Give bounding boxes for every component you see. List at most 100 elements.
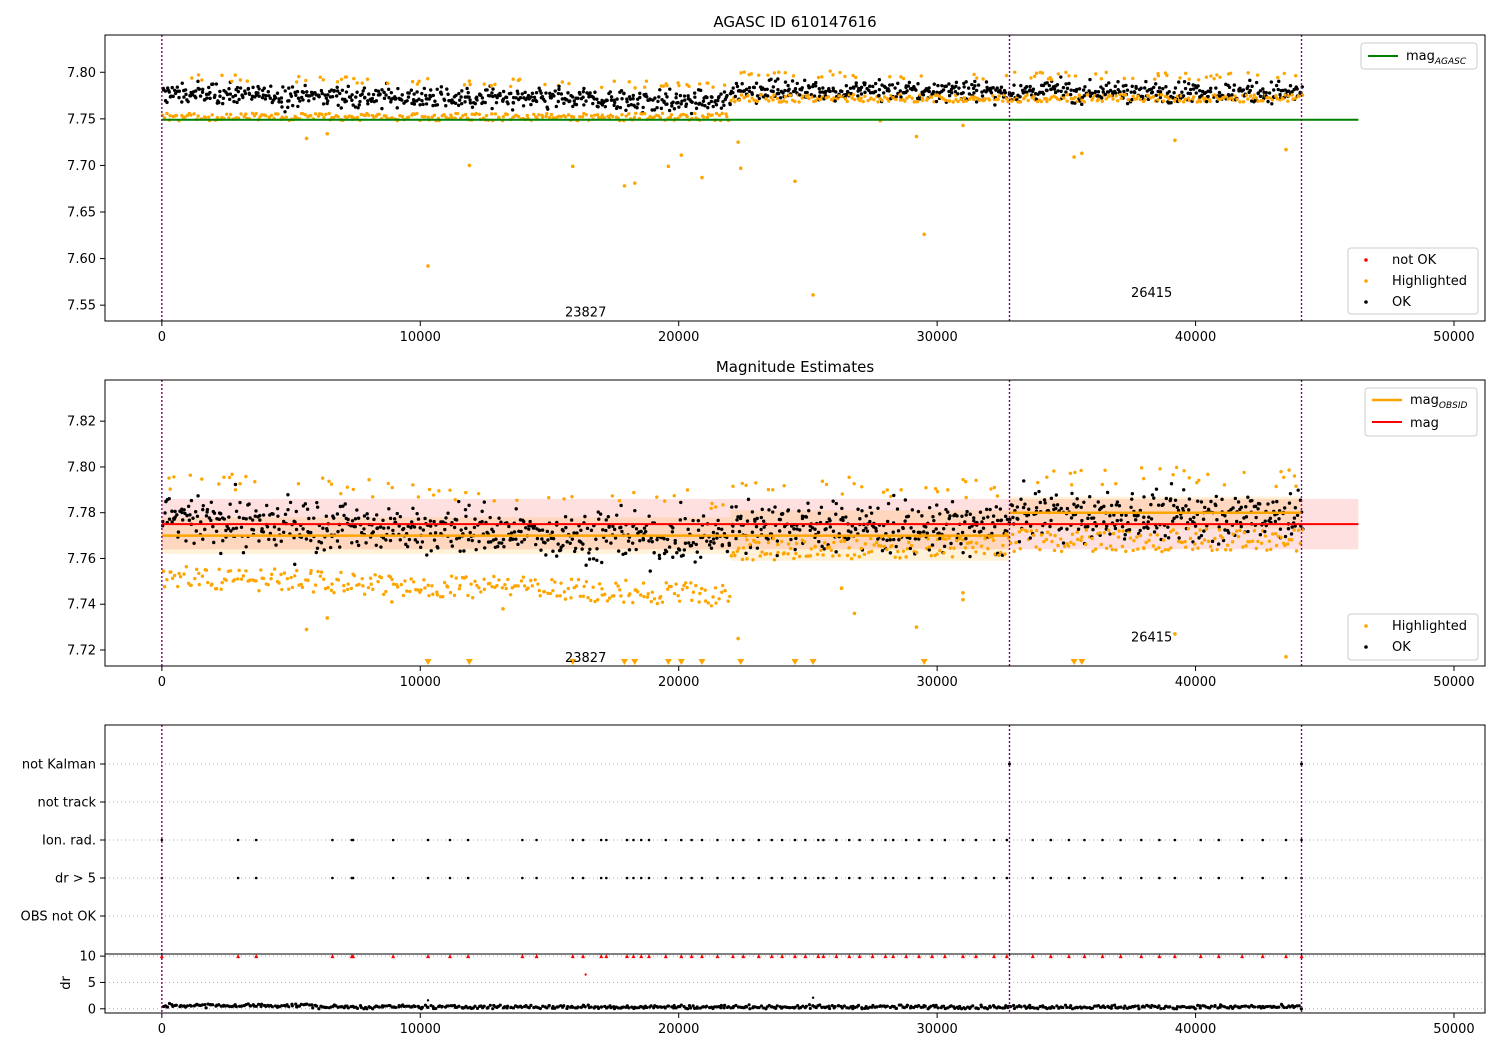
highlighted-point — [339, 77, 344, 82]
ok-point — [501, 89, 506, 94]
ok-point — [868, 84, 872, 88]
highlighted-point — [355, 81, 359, 85]
ok-point — [1130, 491, 1135, 496]
ok-point — [747, 89, 752, 94]
highlighted-point — [1123, 93, 1128, 97]
ok-point — [844, 84, 849, 88]
highlighted-point — [956, 99, 960, 104]
ok-point — [877, 94, 881, 98]
ok-point — [338, 504, 343, 509]
ok-point — [1175, 514, 1179, 519]
ion-rad-point — [331, 838, 334, 842]
highlighted-point — [584, 112, 588, 117]
highlighted-point — [658, 116, 663, 120]
ok-point — [1095, 94, 1099, 98]
ok-point — [307, 516, 311, 521]
ion-rad-point — [1031, 838, 1035, 842]
dr-offscale-marker — [904, 954, 909, 959]
dr-point — [818, 1003, 822, 1007]
dr-point — [488, 1003, 492, 1007]
highlighted-point — [745, 557, 749, 561]
ok-point — [495, 95, 499, 100]
ok-point — [1075, 497, 1079, 501]
dr-offscale-marker — [973, 954, 978, 959]
dr-offscale-marker — [330, 954, 335, 959]
highlighted-point — [233, 488, 238, 492]
ok-point — [384, 538, 388, 542]
ok-point — [225, 92, 230, 97]
highlighted-point — [232, 578, 237, 582]
highlighted-point — [1274, 94, 1278, 98]
p2-xtick-label-1: 10000 — [400, 675, 441, 690]
ok-point — [639, 529, 643, 534]
ion-rad-point — [1217, 838, 1221, 842]
ok-point — [546, 107, 550, 111]
highlighted-point — [634, 111, 638, 115]
ok-point — [706, 105, 710, 110]
ok-point — [861, 528, 866, 533]
highlighted-point — [330, 582, 334, 586]
ok-point — [560, 97, 565, 101]
ok-point — [483, 546, 487, 550]
ok-point — [724, 95, 729, 99]
ok-point — [523, 90, 527, 95]
ok-point — [755, 94, 760, 98]
ion-rad-point — [822, 838, 825, 842]
highlighted-outlier — [570, 164, 575, 169]
highlighted-point — [1091, 549, 1095, 553]
flag-label-3: dr > 5 — [55, 872, 96, 887]
highlighted-point — [1204, 75, 1209, 79]
highlighted-point — [935, 489, 940, 494]
ok-point — [576, 96, 580, 100]
ok-point — [207, 85, 211, 90]
ok-point — [1220, 497, 1224, 502]
ion-rad-point — [351, 838, 355, 842]
p2-ytick-label-1: 7.74 — [67, 598, 96, 613]
highlighted-point — [219, 587, 223, 591]
ok-point — [535, 536, 540, 541]
ok-point — [556, 91, 561, 96]
ok-point — [196, 79, 200, 84]
ok-point — [350, 98, 354, 102]
ok-point — [1076, 504, 1080, 508]
highlighted-point — [1059, 549, 1064, 554]
ok-point — [885, 538, 889, 543]
ok-point — [1034, 505, 1039, 510]
ok-point — [769, 77, 773, 81]
highlighted-point — [550, 577, 554, 582]
ok-point — [296, 96, 301, 100]
ok-point — [1027, 507, 1031, 511]
highlighted-point — [741, 546, 746, 550]
ok-point — [734, 81, 739, 86]
highlighted-point — [982, 551, 987, 556]
highlighted-point — [1282, 475, 1286, 479]
highlighted-point — [947, 536, 951, 540]
ok-point — [405, 544, 410, 549]
ok-point — [228, 502, 232, 506]
highlighted-point — [954, 538, 959, 543]
ok-point — [913, 537, 918, 541]
highlighted-point — [319, 570, 324, 574]
highlighted-point — [1222, 483, 1227, 487]
dr-point — [1019, 1005, 1023, 1009]
ok-point — [822, 547, 826, 551]
ok-point — [647, 514, 651, 518]
highlighted-point — [1013, 70, 1017, 74]
highlighted-point — [1200, 541, 1204, 545]
dr-offscale-marker — [1048, 954, 1053, 959]
highlighted-point — [642, 594, 646, 599]
highlighted-point — [823, 541, 827, 545]
ion-rad-point — [757, 838, 761, 842]
ok-point — [261, 513, 266, 517]
ok-point — [176, 530, 181, 534]
ok-point — [1120, 525, 1125, 529]
ok-point — [1253, 504, 1258, 509]
highlighted-point — [1114, 481, 1118, 486]
highlighted-point — [961, 477, 965, 482]
dr-point — [576, 1005, 580, 1009]
ok-point — [1232, 83, 1237, 87]
ok-point — [848, 86, 853, 90]
ok-point — [1065, 527, 1069, 531]
ok-point — [546, 538, 550, 542]
highlighted-point — [1131, 76, 1135, 81]
